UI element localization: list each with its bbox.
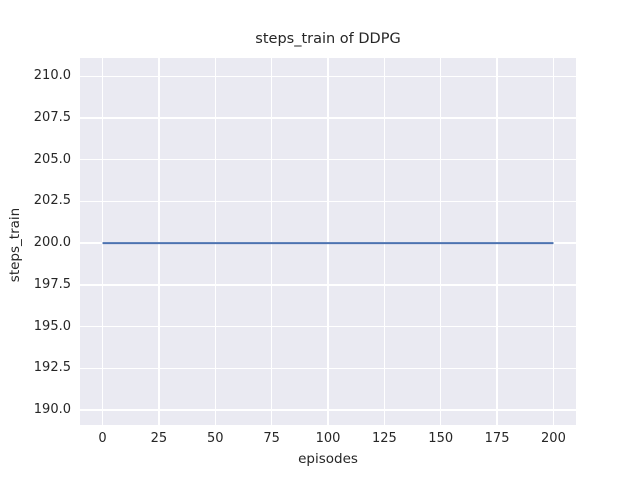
y-tick-label: 192.5 — [33, 360, 71, 376]
y-gridline — [80, 325, 576, 328]
y-gridline — [80, 284, 576, 286]
y-tick-label: 190.0 — [33, 401, 71, 417]
x-gridline — [552, 58, 555, 425]
x-gridline — [270, 58, 273, 425]
y-tick-label: 207.5 — [33, 110, 71, 126]
x-gridline — [158, 58, 160, 425]
x-tick-label: 50 — [206, 431, 224, 446]
y-gridline — [80, 367, 576, 369]
y-tick-label: 205.0 — [33, 151, 71, 167]
y-tick-label: 197.5 — [33, 276, 71, 292]
y-gridline — [80, 159, 576, 161]
y-tick-label: 202.5 — [33, 193, 71, 209]
y-tick-label: 195.0 — [33, 318, 71, 334]
x-tick-label: 25 — [150, 431, 168, 446]
y-gridline — [80, 200, 576, 203]
x-gridline — [214, 58, 216, 425]
x-axis-label: episodes — [298, 451, 358, 467]
x-gridline — [496, 58, 498, 425]
series-layer — [102, 242, 554, 245]
chart-title: steps_train of DDPG — [255, 31, 401, 47]
x-gridline — [327, 58, 329, 425]
x-gridline — [440, 58, 442, 425]
x-gridline — [383, 58, 386, 425]
x-tick-label: 200 — [541, 431, 566, 446]
y-tick-label: 210.0 — [33, 68, 71, 84]
y-gridline — [80, 75, 576, 78]
y-gridline — [80, 409, 576, 411]
x-tick-label: 0 — [98, 431, 107, 446]
y-tick-label: 200.0 — [33, 235, 71, 251]
plot-area — [80, 58, 576, 425]
x-gridline — [101, 58, 104, 425]
y-gridline — [80, 117, 576, 119]
x-tick-label: 150 — [428, 431, 454, 446]
x-tick-label: 100 — [315, 431, 341, 446]
x-tick-label: 125 — [371, 431, 397, 446]
x-tick-label: 175 — [484, 431, 510, 446]
x-tick-label: 75 — [263, 431, 280, 446]
